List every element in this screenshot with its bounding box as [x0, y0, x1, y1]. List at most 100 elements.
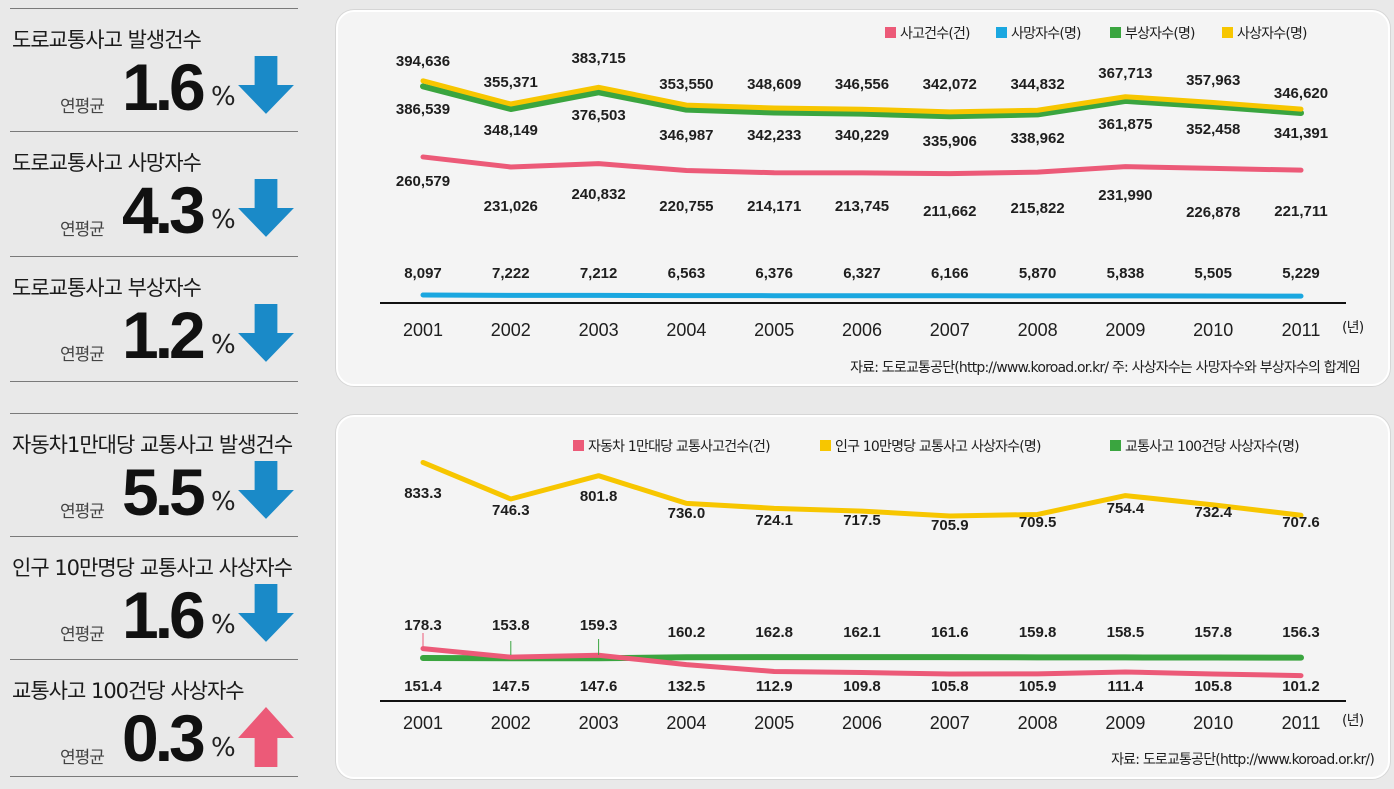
data-label: 341,391 [1274, 125, 1328, 142]
data-label: 346,987 [659, 127, 713, 144]
data-label: 338,962 [1010, 130, 1064, 147]
data-label: 220,755 [659, 198, 713, 215]
legend-swatch [996, 27, 1007, 38]
stat-unit: % [211, 610, 236, 640]
x-tick-label: 2009 [1105, 713, 1145, 733]
x-tick-label: 2005 [754, 713, 794, 733]
divider [10, 8, 298, 9]
data-label: 147.5 [492, 678, 530, 695]
stat-value: 5.5 [122, 455, 206, 529]
series-line-2 [420, 292, 1304, 299]
stat-avg-label: 연평균 [60, 625, 105, 645]
arrow-down-icon [238, 56, 294, 114]
data-label: 221,711 [1274, 203, 1327, 220]
data-label: 732.4 [1194, 504, 1232, 521]
stat-title: 교통사고 100건당 사상자수 [12, 679, 245, 703]
stat-block-5: 인구 10만명당 교통사고 사상자수 연평균 1.6% [10, 536, 298, 659]
stat-value: 0.3 [122, 701, 206, 775]
data-label: 754.4 [1107, 500, 1145, 517]
data-label: 6,166 [931, 265, 969, 282]
legend-label: 부상자수(명) [1125, 26, 1195, 42]
x-tick-label: 2011 [1282, 320, 1321, 340]
data-label: 367,713 [1098, 65, 1152, 82]
data-label: 105.9 [1019, 678, 1057, 695]
data-label: 7,212 [580, 265, 618, 282]
series-line-1 [420, 646, 1304, 679]
x-tick-label: 2006 [842, 713, 882, 733]
arrow-up-icon [238, 707, 294, 767]
data-label: 383,715 [571, 50, 625, 67]
data-label: 109.8 [843, 678, 881, 695]
data-label: 214,171 [747, 198, 801, 215]
data-label: 159.8 [1019, 624, 1057, 641]
arrow-down-icon [238, 179, 294, 237]
stat-value: 1.6 [122, 578, 206, 652]
stat-title: 도로교통사고 부상자수 [12, 276, 202, 300]
x-tick-label: 2011 [1282, 713, 1321, 733]
x-tick-label: 2004 [666, 713, 706, 733]
series-line-4 [420, 78, 1304, 115]
x-tick-label: 2006 [842, 320, 882, 340]
data-label: 342,072 [923, 76, 977, 93]
stat-block-1: 도로교통사고 발생건수 연평균 1.6% [10, 8, 298, 131]
data-label: 394,636 [396, 53, 450, 70]
stat-block-6: 교통사고 100건당 사상자수 연평균 0.3% [10, 659, 298, 782]
legend-swatch [1110, 440, 1121, 451]
stat-title: 자동차1만대당 교통사고 발생건수 [12, 433, 293, 457]
data-label: 161.6 [931, 624, 969, 641]
data-label: 348,149 [484, 122, 538, 139]
data-label: 340,229 [835, 127, 889, 144]
divider [10, 413, 298, 414]
legend-label: 교통사고 100건당 사상자수(명) [1125, 439, 1299, 455]
data-label: 160.2 [668, 624, 706, 641]
data-label: 157.8 [1194, 624, 1232, 641]
series-line-2 [420, 459, 1304, 519]
stat-avg-label: 연평균 [60, 220, 105, 240]
data-label: 6,376 [755, 265, 793, 282]
chart-accidents-casualties: 2001 2002 2003 2004 2005 2006 2007 2008 2009 2010… [380, 26, 1365, 376]
x-tick-label: 2010 [1193, 320, 1233, 340]
divider [10, 256, 298, 257]
data-label: 376,503 [571, 107, 625, 124]
x-tick-label: 2001 [403, 320, 443, 340]
divider [10, 381, 298, 382]
chart-rates: 2001 2002 2003 2004 2005 2006 2007 2008 2009 2010… [380, 439, 1375, 768]
stat-avg-label: 연평균 [60, 748, 105, 768]
data-label: 801.8 [580, 488, 618, 505]
stat-value: 1.2 [122, 298, 206, 372]
source-note: 자료: 도로교통공단(http://www.koroad.or.kr/) [1111, 752, 1374, 768]
arrow-down-icon [238, 461, 294, 519]
data-label: 111.4 [1107, 678, 1144, 695]
data-label: 105.8 [1194, 678, 1232, 695]
data-label: 709.5 [1019, 514, 1057, 531]
data-label: 346,556 [835, 76, 889, 93]
data-label: 386,539 [396, 101, 450, 118]
data-label: 342,233 [747, 127, 801, 144]
legend-swatch [573, 440, 584, 451]
legend-label: 사상자수(명) [1237, 26, 1307, 42]
data-label: 353,550 [659, 76, 713, 93]
x-tick-label: 2008 [1018, 713, 1058, 733]
data-label: 6,563 [668, 265, 706, 282]
data-label: 151.4 [404, 678, 442, 695]
data-label: 7,222 [492, 265, 530, 282]
chart-panel-top [336, 10, 1390, 386]
x-tick-label: 2007 [930, 320, 970, 340]
data-label: 215,822 [1010, 200, 1064, 217]
arrow-down-icon [238, 584, 294, 642]
data-label: 8,097 [404, 265, 442, 282]
legend-swatch [820, 440, 831, 451]
source-note: 자료: 도로교통공단(http://www.koroad.or.kr/ 주: 사… [850, 360, 1360, 376]
legend-label: 자동차 1만대당 교통사고건수(건) [588, 439, 770, 455]
stat-block-3: 도로교통사고 부상자수 연평균 1.2% [10, 256, 298, 379]
data-label: 5,229 [1282, 265, 1320, 282]
data-label: 705.9 [931, 517, 969, 534]
legend-label: 인구 10만명당 교통사고 사상자수(명) [835, 439, 1041, 455]
data-label: 344,832 [1010, 76, 1064, 93]
data-label: 355,371 [484, 74, 538, 91]
data-label: 6,327 [843, 265, 881, 282]
data-label: 211,662 [923, 203, 976, 220]
data-label: 5,870 [1019, 265, 1057, 282]
x-tick-label: 2002 [491, 713, 531, 733]
stat-unit: % [211, 330, 236, 360]
